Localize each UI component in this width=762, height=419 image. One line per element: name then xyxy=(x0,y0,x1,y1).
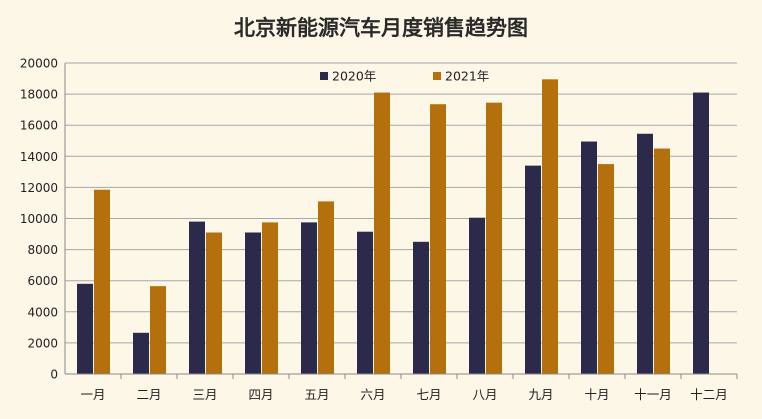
x-tick-label: 十一月 xyxy=(634,387,672,402)
y-tick-label: 0 xyxy=(50,368,58,382)
bar-2021-11 xyxy=(654,148,670,374)
x-tick-label: 九月 xyxy=(528,387,553,402)
bar-2020-10 xyxy=(581,141,597,374)
gridlines xyxy=(65,62,737,344)
bar-2020-9 xyxy=(525,165,541,374)
legend-label: 2020年 xyxy=(332,69,376,84)
chart-title: 北京新能源汽车月度销售趋势图 xyxy=(234,16,528,40)
y-tick-label: 6000 xyxy=(27,274,58,288)
bar-2020-2 xyxy=(133,332,149,374)
bar-2021-9 xyxy=(542,79,558,374)
bar-2020-8 xyxy=(469,217,485,374)
bar-2020-6 xyxy=(357,231,373,374)
x-tick-label: 四月 xyxy=(248,387,273,402)
x-tick-label: 一月 xyxy=(80,387,105,402)
x-tick-label: 二月 xyxy=(136,387,161,402)
bar-2020-1 xyxy=(77,283,93,374)
bar-2021-7 xyxy=(430,104,446,375)
legend-label: 2021年 xyxy=(445,69,489,84)
legend-swatch xyxy=(433,72,441,80)
bars xyxy=(77,79,709,375)
bar-2021-4 xyxy=(262,222,278,374)
bar-2021-3 xyxy=(206,232,222,374)
y-tick-label: 14000 xyxy=(20,150,58,164)
x-tick-label: 三月 xyxy=(192,387,217,402)
x-tick-label: 五月 xyxy=(304,387,329,402)
bar-2020-4 xyxy=(245,232,261,374)
y-tick-label: 16000 xyxy=(20,119,58,133)
bar-2021-8 xyxy=(486,102,502,374)
x-tick-label: 十月 xyxy=(584,387,609,402)
y-tick-label: 2000 xyxy=(27,336,58,350)
y-tick-label: 10000 xyxy=(20,212,58,226)
x-tick-label: 八月 xyxy=(472,387,497,402)
y-tick-label: 8000 xyxy=(27,243,58,257)
y-tick-label: 18000 xyxy=(20,88,58,102)
y-tick-label: 12000 xyxy=(20,181,58,195)
bar-2021-1 xyxy=(94,189,110,374)
bar-2021-2 xyxy=(150,286,166,374)
bar-2020-7 xyxy=(413,241,429,374)
x-tick-label: 十二月 xyxy=(690,387,728,402)
bar-2021-6 xyxy=(374,92,390,375)
axes: 0 2000 4000 6000 8000 10000 12000 14000 16000 180… xyxy=(20,57,738,402)
bar-2020-5 xyxy=(301,222,317,374)
y-tick-label: 20000 xyxy=(20,57,58,71)
bar-2020-11 xyxy=(637,133,653,374)
y-tick-label: 4000 xyxy=(27,305,58,319)
bar-2021-5 xyxy=(318,201,334,374)
bar-2020-3 xyxy=(189,221,205,374)
bar-2021-10 xyxy=(598,164,614,374)
x-tick-label: 七月 xyxy=(416,387,441,402)
legend-swatch xyxy=(320,72,328,80)
legend: 2020年 2021年 xyxy=(320,69,489,84)
bar-2020-12 xyxy=(693,92,709,375)
x-tick-label: 六月 xyxy=(360,387,385,402)
